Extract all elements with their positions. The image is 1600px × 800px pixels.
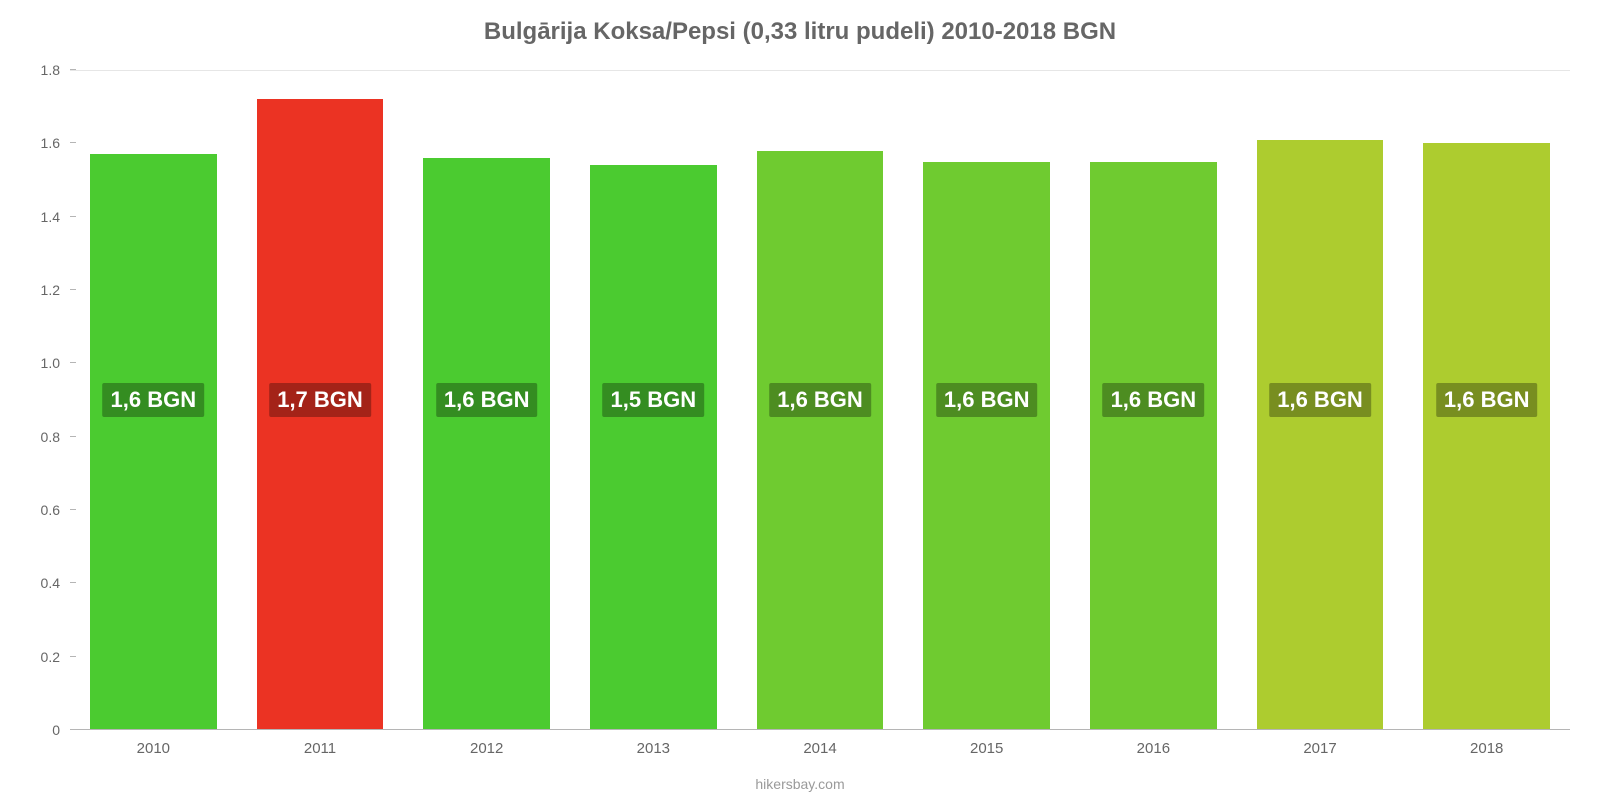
chart-title: Bulgārija Koksa/Pepsi (0,33 litru pudeli… — [0, 18, 1600, 46]
chart-container: Bulgārija Koksa/Pepsi (0,33 litru pudeli… — [0, 0, 1600, 800]
bar-value-label: 1,5 BGN — [603, 383, 705, 417]
bar-value-label: 1,6 BGN — [1103, 383, 1205, 417]
y-tick-label: 0.4 — [10, 575, 60, 591]
y-tick-label: 0 — [10, 722, 60, 738]
x-tick-label: 2013 — [637, 740, 670, 757]
bar — [423, 158, 550, 730]
bar-slot: 1,6 BGN2012 — [403, 71, 570, 730]
bar-slot: 1,6 BGN2016 — [1070, 71, 1237, 730]
y-tick-label: 1.2 — [10, 282, 60, 298]
y-tick-label: 0.8 — [10, 429, 60, 445]
bar-value-label: 1,6 BGN — [436, 383, 538, 417]
bar — [1090, 162, 1217, 730]
bar-value-label: 1,7 BGN — [269, 383, 371, 417]
bar-slot: 1,6 BGN2018 — [1403, 71, 1570, 730]
bar — [1257, 140, 1384, 730]
bar-slot: 1,5 BGN2013 — [570, 71, 737, 730]
attribution-text: hikersbay.com — [0, 776, 1600, 792]
bar-slot: 1,6 BGN2010 — [70, 71, 237, 730]
x-tick-label: 2010 — [137, 740, 170, 757]
x-tick-label: 2016 — [1137, 740, 1170, 757]
bar — [923, 162, 1050, 730]
y-tick-label: 0.2 — [10, 649, 60, 665]
bar-slot: 1,6 BGN2015 — [903, 71, 1070, 730]
y-tick-label: 0.6 — [10, 502, 60, 518]
plot-area: 1,6 BGN20101,7 BGN20111,6 BGN20121,5 BGN… — [70, 70, 1570, 730]
bar — [590, 165, 717, 730]
bar — [90, 154, 217, 730]
bar-slot: 1,6 BGN2017 — [1237, 71, 1404, 730]
x-tick-label: 2018 — [1470, 740, 1503, 757]
y-tick-label: 1.4 — [10, 209, 60, 225]
x-axis-baseline — [70, 729, 1570, 730]
x-tick-label: 2011 — [304, 740, 336, 757]
bar-value-label: 1,6 BGN — [769, 383, 871, 417]
bar-value-label: 1,6 BGN — [1436, 383, 1538, 417]
x-tick-label: 2015 — [970, 740, 1003, 757]
x-tick-label: 2017 — [1303, 740, 1336, 757]
bar-value-label: 1,6 BGN — [103, 383, 205, 417]
bar-slot: 1,6 BGN2014 — [737, 71, 904, 730]
bar — [757, 151, 884, 730]
y-tick-label: 1.0 — [10, 355, 60, 371]
bar-value-label: 1,6 BGN — [1269, 383, 1371, 417]
y-tick-label: 1.8 — [10, 62, 60, 78]
bar-slot: 1,7 BGN2011 — [237, 71, 404, 730]
bar — [1423, 143, 1550, 730]
y-tick-label: 1.6 — [10, 135, 60, 151]
x-tick-label: 2012 — [470, 740, 503, 757]
bar-value-label: 1,6 BGN — [936, 383, 1038, 417]
bars-group: 1,6 BGN20101,7 BGN20111,6 BGN20121,5 BGN… — [70, 71, 1570, 730]
x-tick-label: 2014 — [803, 740, 836, 757]
